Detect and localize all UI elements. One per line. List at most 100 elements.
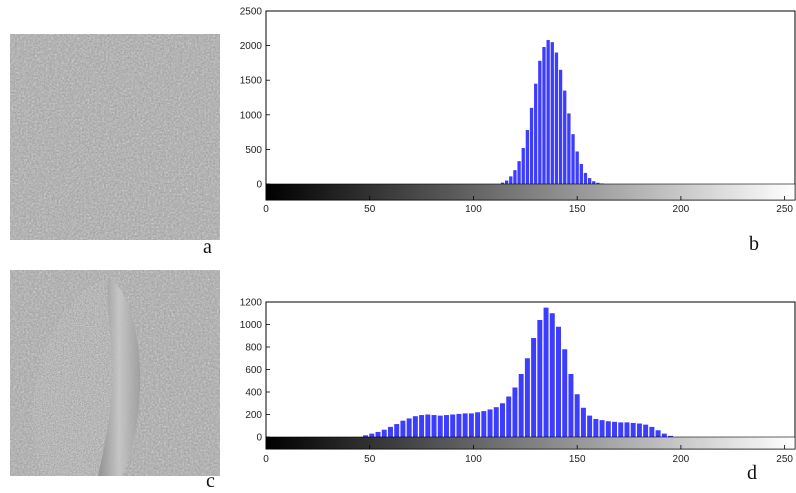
panel-letter-b: b [749, 233, 759, 255]
histogram-bar-b [550, 42, 554, 184]
panel-c-lesion-image [10, 270, 220, 476]
histogram-bar-d [506, 396, 512, 437]
histogram-bar-b [509, 176, 513, 184]
histogram-bar-d [400, 420, 406, 437]
histogram-bar-b [575, 151, 579, 184]
plot-frame-d [265, 301, 796, 450]
x-tick-label-d: 0 [263, 454, 269, 465]
y-tick-label-d: 0 [256, 433, 262, 444]
histogram-bar-b [538, 60, 542, 184]
histogram-bar-d [419, 415, 425, 437]
histogram-bar-b [567, 113, 571, 184]
histogram-bar-d [500, 403, 505, 437]
y-tick-label-b: 2500 [240, 7, 263, 18]
histogram-bar-b [525, 130, 530, 184]
histogram-bar-d [649, 426, 655, 437]
x-tick-label-d: 150 [569, 454, 586, 465]
histogram-bar-d [443, 415, 449, 437]
histogram-bar-b [546, 40, 550, 185]
histogram-bar-d [425, 414, 431, 437]
histogram-bar-d [450, 414, 456, 437]
histogram-bar-d [537, 320, 543, 437]
histogram-bar-d [363, 435, 369, 437]
x-tick-label-d: 200 [673, 454, 690, 465]
histogram-bar-b [579, 163, 583, 184]
histogram-bar-b [504, 180, 509, 184]
histogram-bar-b [558, 69, 563, 184]
y-tick-label-b: 1500 [240, 76, 263, 87]
x-tick-label-d: 100 [465, 454, 482, 465]
histogram-bar-d [518, 374, 524, 437]
histogram-bar-d [381, 429, 387, 437]
histogram-bar-b [521, 148, 525, 184]
x-tick-label-b: 250 [776, 204, 793, 215]
histogram-bar-b [596, 182, 600, 184]
histogram-bar-b [592, 181, 596, 184]
x-tick-label-b: 100 [465, 204, 482, 215]
grayscale-colorbar-b [265, 183, 796, 201]
histogram-bar-d [643, 424, 649, 437]
y-tick-label-b: 1000 [240, 110, 263, 121]
histogram-bar-d [375, 431, 381, 437]
histogram-bar-d [406, 418, 412, 437]
y-tick-label-b: 2000 [240, 41, 263, 52]
histogram-bar-d [531, 338, 537, 437]
grayscale-colorbar-d [265, 436, 796, 450]
histogram-bar-d [574, 394, 580, 437]
histogram-bar-d [543, 307, 549, 437]
histogram-bar-b [500, 182, 505, 184]
y-tick-label-d: 1200 [240, 298, 263, 309]
histogram-bar-b [513, 170, 517, 184]
y-tick-label-d: 600 [245, 365, 262, 376]
histogram-bar-b [534, 83, 538, 184]
histogram-bar-d [587, 415, 593, 437]
histogram-bar-d [468, 413, 474, 437]
y-tick-label-d: 200 [245, 410, 262, 421]
histogram-bar-d [549, 313, 555, 437]
histogram-bar-b [583, 172, 588, 184]
histogram-bar-d [487, 409, 493, 437]
x-tick-label-b: 0 [263, 204, 269, 215]
panel-a-texture-image [10, 34, 220, 240]
histogram-bar-b [554, 52, 559, 184]
panel-letter-d: d [747, 462, 757, 484]
histogram-bar-b [529, 107, 534, 184]
histogram-bar-d [618, 422, 624, 437]
histogram-bar-b [587, 178, 592, 184]
histogram-bar-d [668, 435, 674, 437]
histogram-bar-d [562, 349, 568, 437]
panel-letter-c: c [206, 470, 215, 492]
histogram-bar-d [599, 420, 605, 437]
histogram-bar-d [580, 407, 586, 437]
histogram-bar-b [542, 46, 546, 184]
histogram-bar-d [456, 413, 462, 437]
panel-letter-a: a [203, 236, 212, 258]
histogram-bar-d [475, 412, 481, 437]
histogram-bar-d [431, 415, 437, 437]
histogram-bar-b [517, 161, 521, 184]
histogram-bar-d [387, 426, 393, 437]
x-tick-label-b: 150 [569, 204, 586, 215]
histogram-bar-b [563, 90, 567, 184]
histogram-bar-d [630, 422, 636, 437]
y-tick-label-d: 400 [245, 388, 262, 399]
x-tick-label-b: 50 [364, 204, 376, 215]
x-tick-label-d: 50 [364, 454, 376, 465]
histogram-bar-d [493, 407, 499, 437]
histogram-bar-d [369, 433, 375, 437]
histogram-bar-d [556, 326, 561, 437]
y-tick-label-d: 800 [245, 343, 262, 354]
histogram-bar-d [605, 421, 611, 437]
y-tick-label-b: 500 [245, 145, 262, 156]
histogram-bar-b [571, 134, 575, 184]
histogram-bar-d [462, 413, 468, 437]
histogram-bar-d [661, 433, 667, 437]
x-tick-label-d: 250 [776, 454, 793, 465]
histogram-bar-d [655, 430, 661, 437]
histogram-bar-d [612, 421, 618, 437]
x-tick-label-b: 200 [673, 204, 690, 215]
histogram-bar-d [636, 423, 642, 437]
histogram-bar-d [481, 411, 487, 437]
histogram-bar-d [412, 416, 418, 437]
